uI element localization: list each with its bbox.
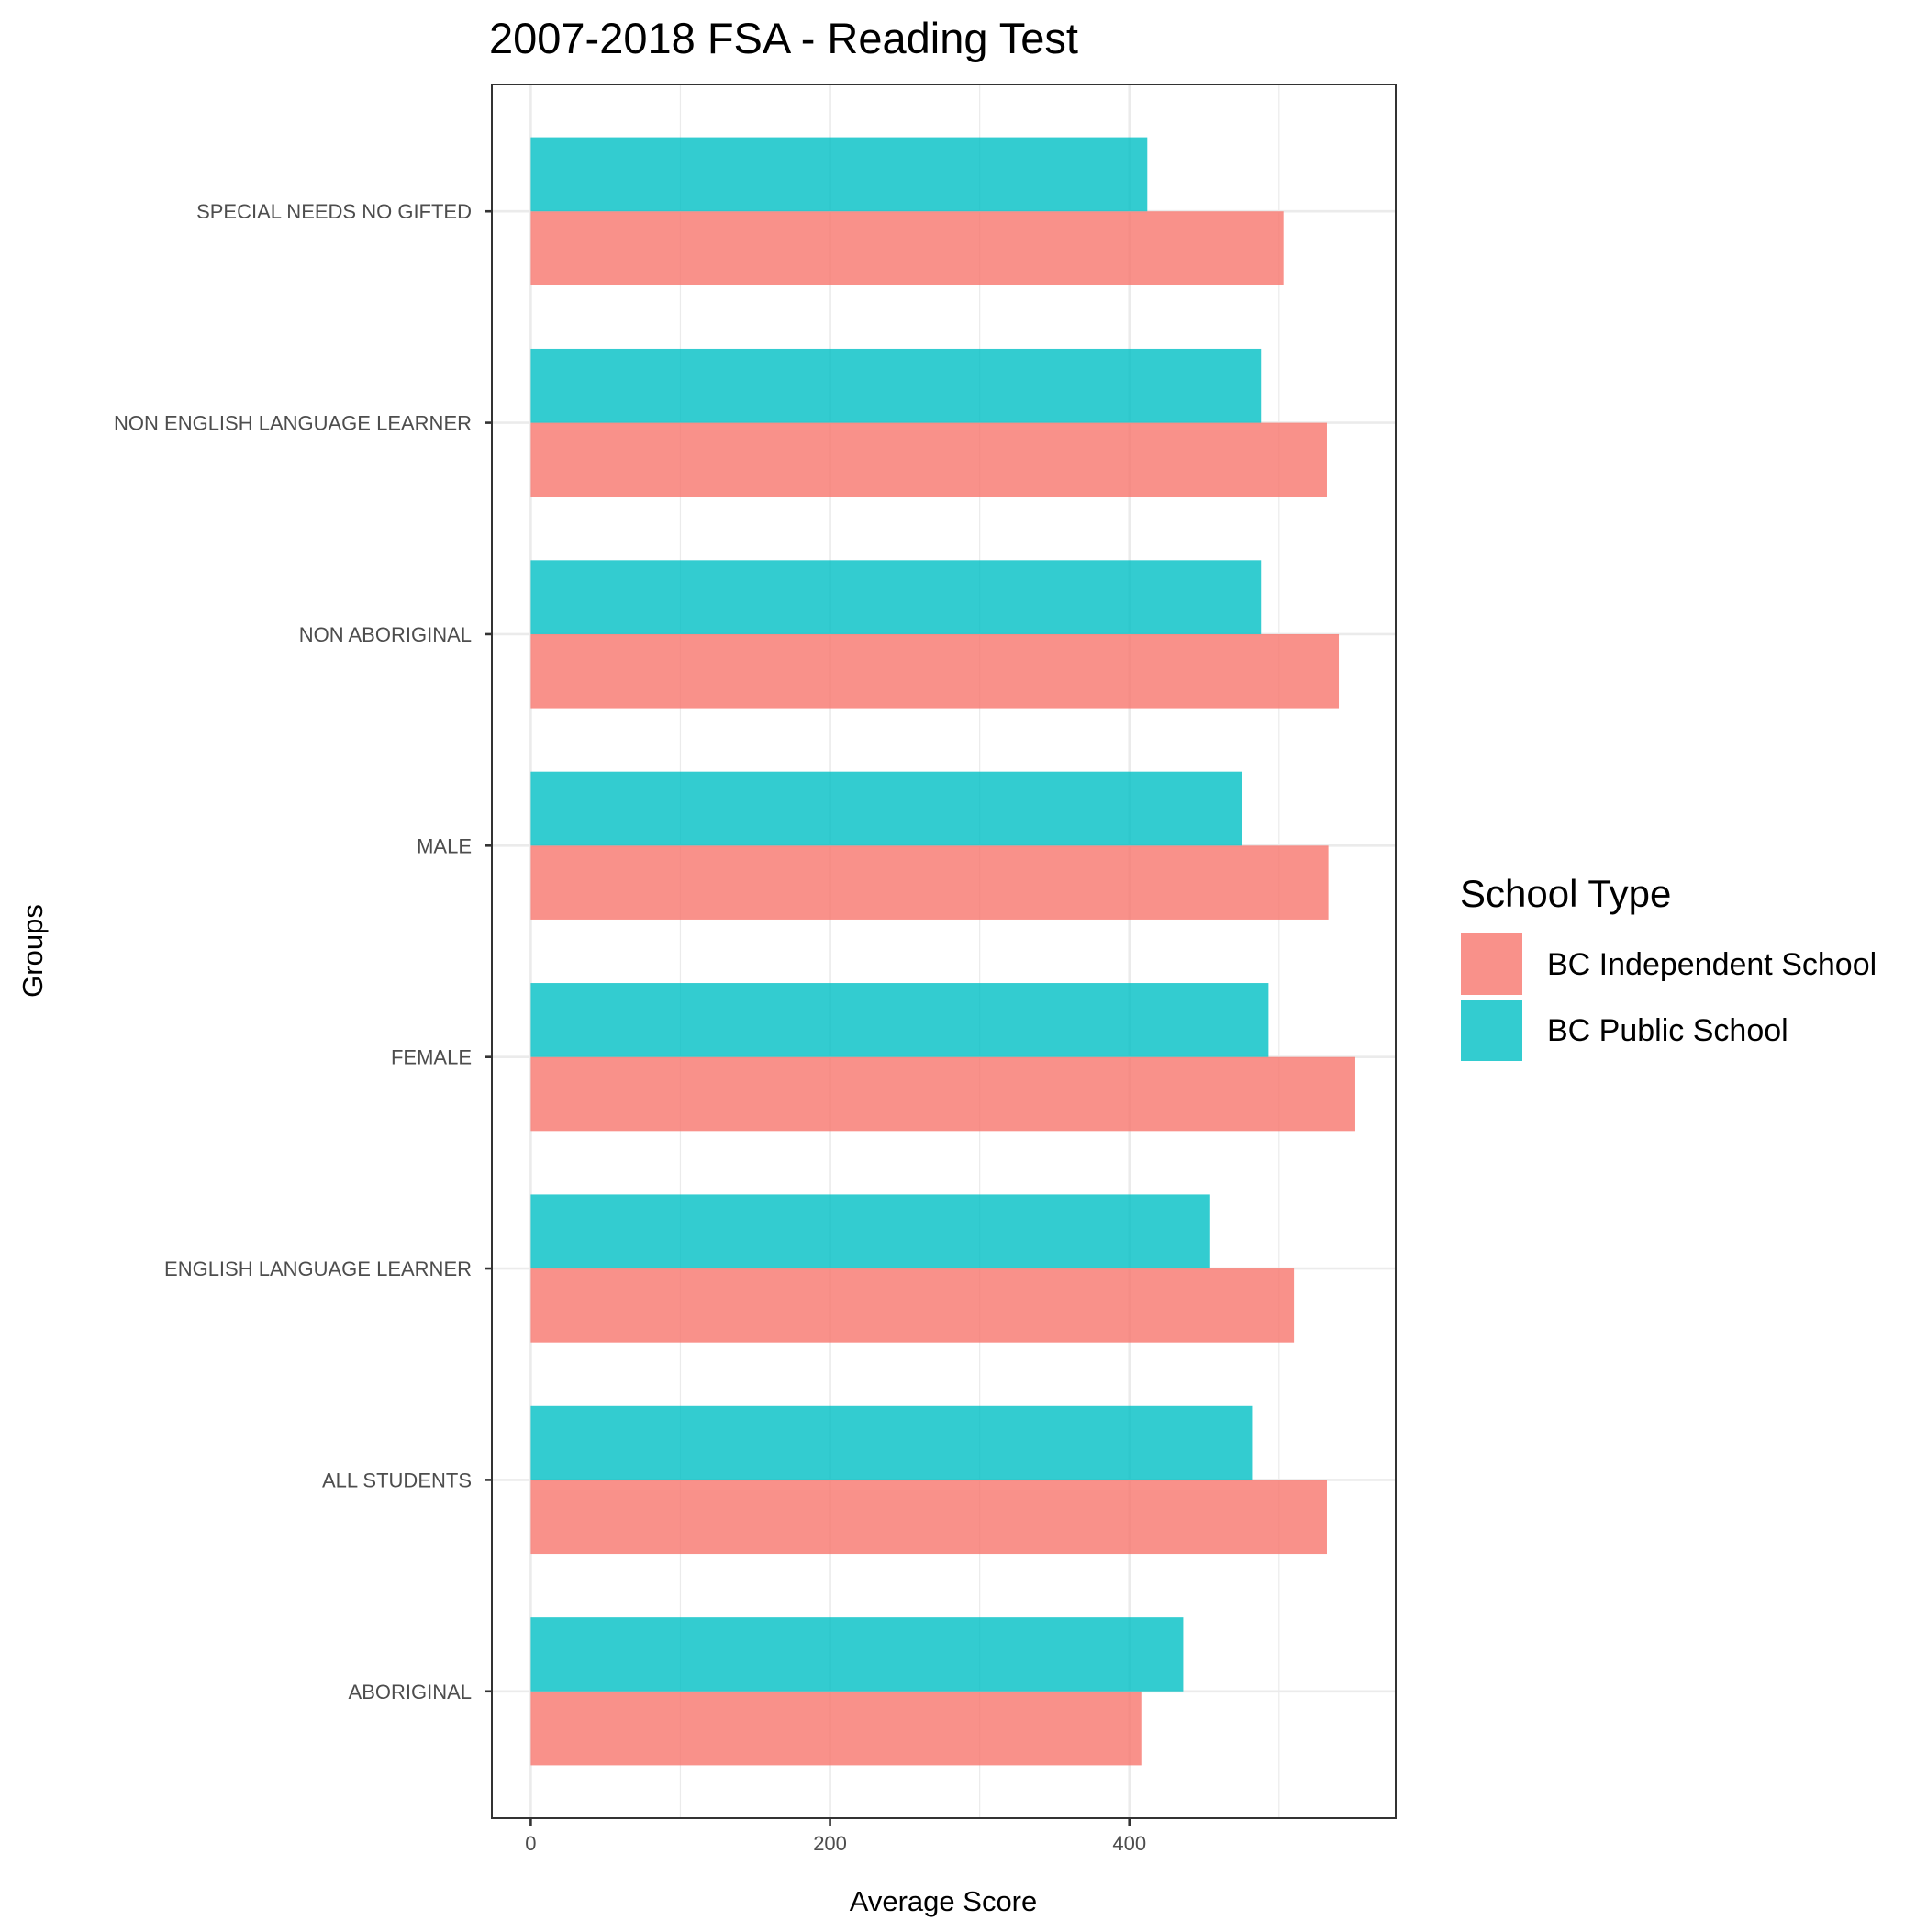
legend: School Type BC Independent School BC Publ… (1460, 872, 1877, 1061)
legend-key-bc-independent-school (1461, 933, 1522, 995)
bar-bc-public-school-female (530, 983, 1269, 1057)
bars (530, 137, 1355, 1766)
chart-title: 2007-2018 FSA - Reading Test (489, 14, 1078, 62)
plot-background (492, 84, 1396, 1818)
legend-title: School Type (1460, 872, 1671, 915)
y-tick-label: ENGLISH LANGUAGE LEARNER (164, 1257, 472, 1280)
x-axis: 0 200 400 (525, 1818, 1146, 1855)
y-tick-label: ALL STUDENTS (322, 1469, 472, 1491)
y-tick-label: FEMALE (391, 1046, 472, 1069)
y-tick-label: ABORIGINAL (349, 1681, 472, 1703)
bar-bc-independent-school-female (530, 1056, 1355, 1132)
y-tick-label: NON ENGLISH LANGUAGE LEARNER (114, 412, 472, 435)
bar-bc-public-school-english-language-learner (530, 1194, 1210, 1269)
x-tick-label: 400 (1112, 1832, 1146, 1855)
bar-bc-independent-school-male (530, 845, 1329, 920)
y-axis: ABORIGINAL ALL STUDENTS ENGLISH LANGUAGE L… (114, 200, 492, 1703)
bar-bc-independent-school-all-students (530, 1480, 1327, 1555)
legend-label-bc-independent-school: BC Independent School (1547, 947, 1877, 982)
legend-label-bc-public-school: BC Public School (1547, 1013, 1788, 1048)
bar-bc-independent-school-non-aboriginal (530, 633, 1340, 709)
bar-bc-public-school-non-aboriginal (530, 560, 1262, 634)
y-tick-label: NON ABORIGINAL (299, 623, 472, 646)
bar-bc-public-school-male (530, 771, 1242, 846)
bar-bc-public-school-all-students (530, 1405, 1253, 1480)
bar-bc-independent-school-aboriginal (530, 1691, 1142, 1766)
y-axis-title: Groups (17, 904, 49, 998)
y-tick-label: MALE (417, 834, 472, 857)
bar-bc-independent-school-special-needs-no-gifted (530, 211, 1284, 285)
x-tick-label: 200 (813, 1832, 847, 1855)
y-tick-label: SPECIAL NEEDS NO GIFTED (196, 200, 472, 223)
bar-bc-independent-school-non-english-language-learner (530, 422, 1327, 497)
bar-bc-public-school-non-english-language-learner (530, 348, 1262, 423)
bar-bc-independent-school-english-language-learner (530, 1268, 1295, 1343)
plot-panel-border (491, 84, 1397, 1819)
bar-bc-public-school-special-needs-no-gifted (530, 137, 1148, 212)
x-axis-title: Average Score (850, 1885, 1038, 1917)
x-tick-label: 0 (525, 1832, 536, 1855)
bar-bc-public-school-aboriginal (530, 1617, 1184, 1692)
legend-key-bc-public-school (1461, 1000, 1522, 1061)
